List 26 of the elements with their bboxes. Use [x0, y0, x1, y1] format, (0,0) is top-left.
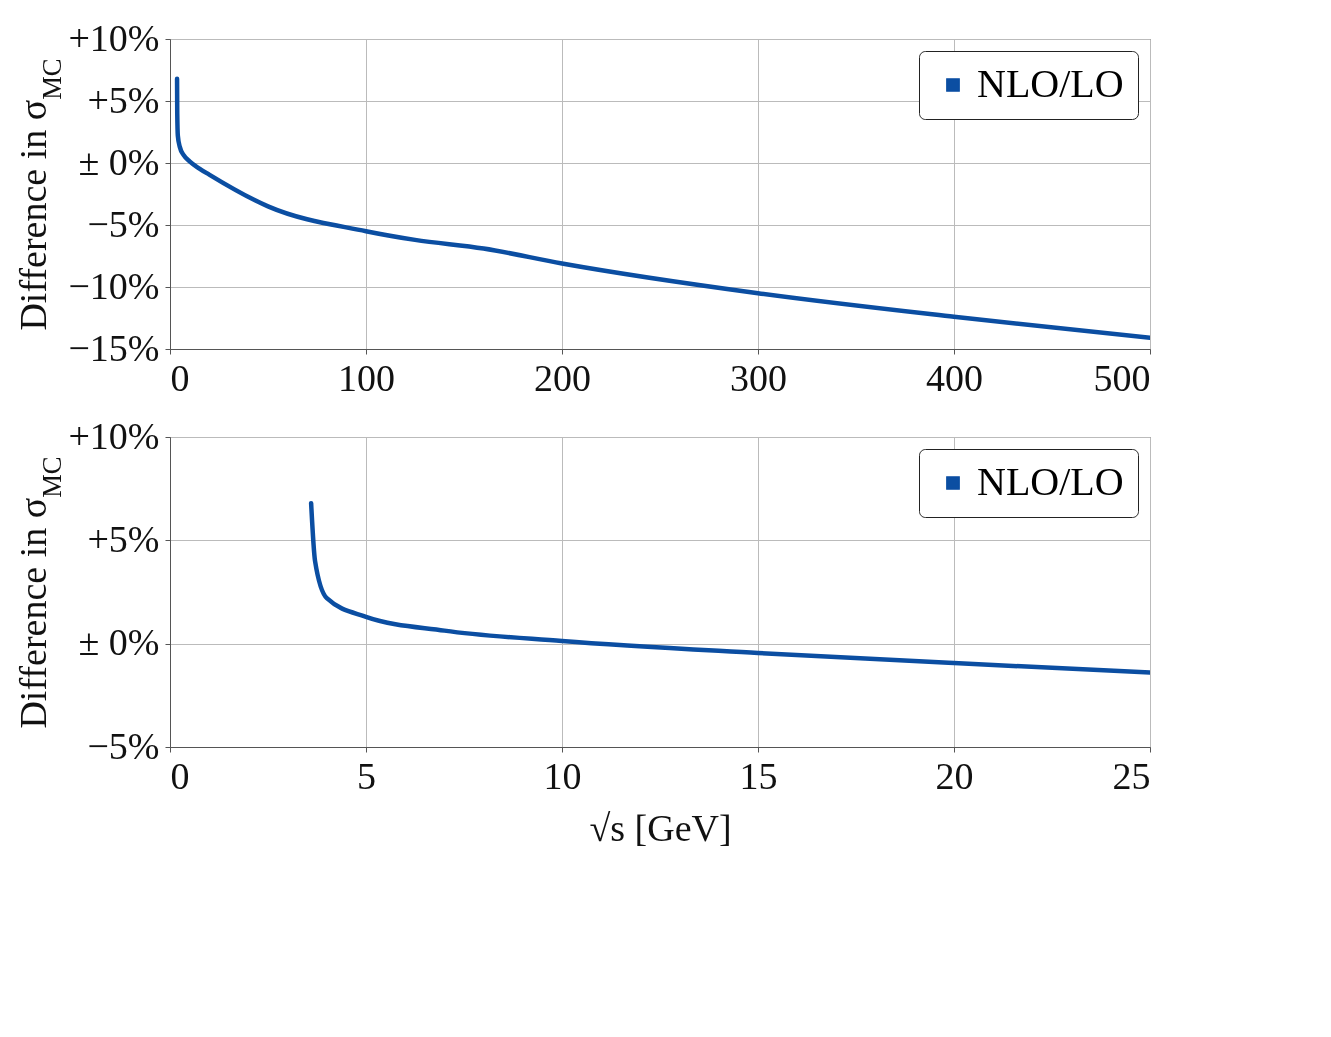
x-tick-label: 20 [935, 754, 974, 797]
x-tick-label: 5 [357, 754, 376, 797]
x-tick-label: 400 [926, 356, 983, 399]
y-tick-label: +10% [68, 414, 160, 457]
x-tick-label: 15 [739, 754, 778, 797]
y-tick-label: −5% [87, 724, 160, 767]
y-tick-label: +5% [87, 78, 160, 121]
line-series [308, 500, 1150, 675]
x-tick-label: 25 [1112, 754, 1151, 797]
x-axis-title: √s [GeV] [589, 806, 732, 849]
y-tick-label: −5% [87, 202, 160, 245]
x-tick-label: 500 [1093, 356, 1151, 399]
x-tick-label: 10 [543, 754, 582, 797]
y-tick-label: −15% [68, 326, 160, 369]
x-tick-label: 300 [730, 356, 787, 399]
x-tick-label: 0 [170, 754, 190, 797]
x-tick-label: 0 [170, 356, 190, 399]
y-tick-label: +10% [68, 16, 160, 59]
x-tick-label: 100 [338, 356, 395, 399]
y-tick-label: ± 0% [78, 621, 160, 664]
legend-label: NLO/LO [977, 61, 1124, 106]
y-tick-label: +5% [87, 517, 160, 560]
legend-label: NLO/LO [977, 459, 1124, 504]
y-tick-label: ± 0% [78, 140, 160, 183]
x-tick-label: 200 [534, 356, 591, 399]
y-tick-label: −10% [68, 264, 160, 307]
